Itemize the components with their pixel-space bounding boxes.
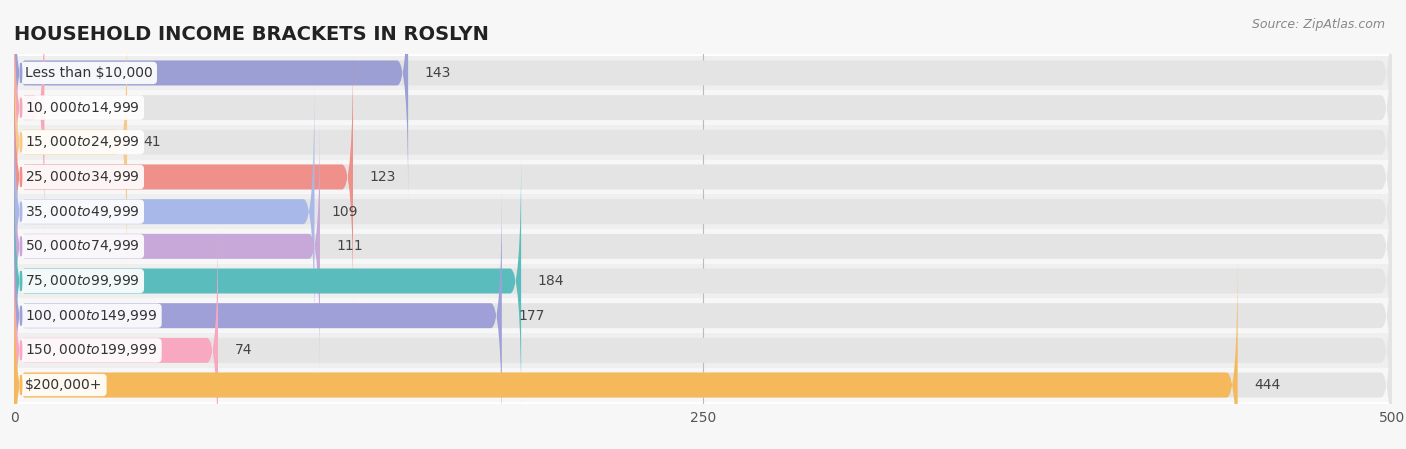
Bar (14, 56, 1392, 90)
FancyBboxPatch shape (14, 120, 1392, 373)
FancyBboxPatch shape (14, 16, 127, 269)
Circle shape (20, 306, 21, 326)
Bar (14, 160, 1392, 194)
Circle shape (20, 167, 21, 187)
Text: $50,000 to $74,999: $50,000 to $74,999 (25, 238, 139, 254)
Bar (14, 229, 1392, 264)
FancyBboxPatch shape (14, 0, 1392, 234)
Text: 184: 184 (537, 274, 564, 288)
FancyBboxPatch shape (14, 189, 1392, 442)
FancyBboxPatch shape (14, 259, 1237, 449)
FancyBboxPatch shape (14, 189, 502, 442)
FancyBboxPatch shape (14, 85, 315, 338)
Bar (14, 368, 1392, 402)
Text: 444: 444 (1254, 378, 1281, 392)
Circle shape (20, 132, 21, 152)
FancyBboxPatch shape (14, 85, 1392, 338)
Bar (14, 298, 1392, 333)
FancyBboxPatch shape (14, 120, 321, 373)
Text: $35,000 to $49,999: $35,000 to $49,999 (25, 204, 139, 220)
FancyBboxPatch shape (14, 51, 353, 303)
FancyBboxPatch shape (14, 155, 522, 407)
FancyBboxPatch shape (14, 16, 1392, 269)
Circle shape (20, 237, 21, 256)
Text: $10,000 to $14,999: $10,000 to $14,999 (25, 100, 139, 116)
Text: $100,000 to $149,999: $100,000 to $149,999 (25, 308, 157, 324)
Text: 41: 41 (143, 135, 162, 150)
Text: 109: 109 (330, 205, 357, 219)
Text: 177: 177 (519, 308, 544, 323)
FancyBboxPatch shape (14, 259, 1392, 449)
Bar (14, 90, 1392, 125)
Text: 143: 143 (425, 66, 451, 80)
Text: $25,000 to $34,999: $25,000 to $34,999 (25, 169, 139, 185)
Bar (14, 125, 1392, 160)
Bar (14, 194, 1392, 229)
Text: 123: 123 (370, 170, 396, 184)
Text: $150,000 to $199,999: $150,000 to $199,999 (25, 342, 157, 358)
Text: 74: 74 (235, 343, 252, 357)
Bar (14, 264, 1392, 298)
Circle shape (20, 63, 21, 83)
FancyBboxPatch shape (14, 0, 45, 234)
Circle shape (20, 202, 21, 221)
Circle shape (20, 341, 21, 360)
Text: $75,000 to $99,999: $75,000 to $99,999 (25, 273, 139, 289)
FancyBboxPatch shape (14, 51, 1392, 303)
FancyBboxPatch shape (14, 0, 1392, 199)
Text: Less than $10,000: Less than $10,000 (25, 66, 153, 80)
Circle shape (20, 375, 21, 395)
Bar (14, 333, 1392, 368)
Circle shape (20, 271, 21, 291)
Text: $15,000 to $24,999: $15,000 to $24,999 (25, 134, 139, 150)
Text: 11: 11 (60, 101, 79, 114)
Text: Source: ZipAtlas.com: Source: ZipAtlas.com (1251, 18, 1385, 31)
Text: 111: 111 (336, 239, 363, 253)
Circle shape (20, 98, 21, 117)
FancyBboxPatch shape (14, 0, 408, 199)
Text: $200,000+: $200,000+ (25, 378, 103, 392)
FancyBboxPatch shape (14, 224, 218, 449)
FancyBboxPatch shape (14, 224, 1392, 449)
Text: HOUSEHOLD INCOME BRACKETS IN ROSLYN: HOUSEHOLD INCOME BRACKETS IN ROSLYN (14, 25, 489, 44)
FancyBboxPatch shape (14, 155, 1392, 407)
